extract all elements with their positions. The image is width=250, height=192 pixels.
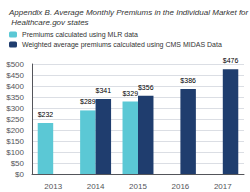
- svg-text:2016: 2016: [172, 182, 190, 191]
- svg-text:$289: $289: [80, 98, 96, 105]
- svg-text:$350: $350: [6, 93, 24, 102]
- svg-text:$341: $341: [96, 87, 112, 94]
- svg-text:Premiums calculated using MLR: Premiums calculated using MLR data: [22, 31, 138, 39]
- svg-text:$329: $329: [122, 90, 138, 97]
- svg-text:$0: $0: [15, 170, 24, 179]
- svg-text:$450: $450: [6, 71, 24, 80]
- svg-text:$232: $232: [38, 111, 54, 118]
- svg-text:$300: $300: [6, 104, 24, 113]
- svg-text:$150: $150: [6, 137, 24, 146]
- svg-text:$500: $500: [6, 60, 24, 69]
- svg-text:$50: $50: [11, 159, 25, 168]
- svg-text:$400: $400: [6, 82, 24, 91]
- svg-text:$386: $386: [180, 77, 196, 84]
- svg-text:2013: 2013: [44, 182, 62, 191]
- svg-text:Weighted average premiums calc: Weighted average premiums calculated usi…: [22, 41, 222, 49]
- svg-text:$356: $356: [138, 84, 154, 91]
- svg-text:Appendix B. Average Monthly Pr: Appendix B. Average Monthly Premiums in …: [8, 8, 249, 17]
- svg-text:Healthcare.gov states: Healthcare.gov states: [9, 18, 89, 27]
- svg-text:$100: $100: [6, 148, 24, 157]
- svg-text:2015: 2015: [129, 182, 147, 191]
- svg-text:$250: $250: [6, 115, 24, 124]
- svg-text:$200: $200: [6, 126, 24, 135]
- svg-text:2017: 2017: [214, 182, 232, 191]
- svg-text:2014: 2014: [87, 182, 105, 191]
- svg-text:$476: $476: [223, 57, 239, 64]
